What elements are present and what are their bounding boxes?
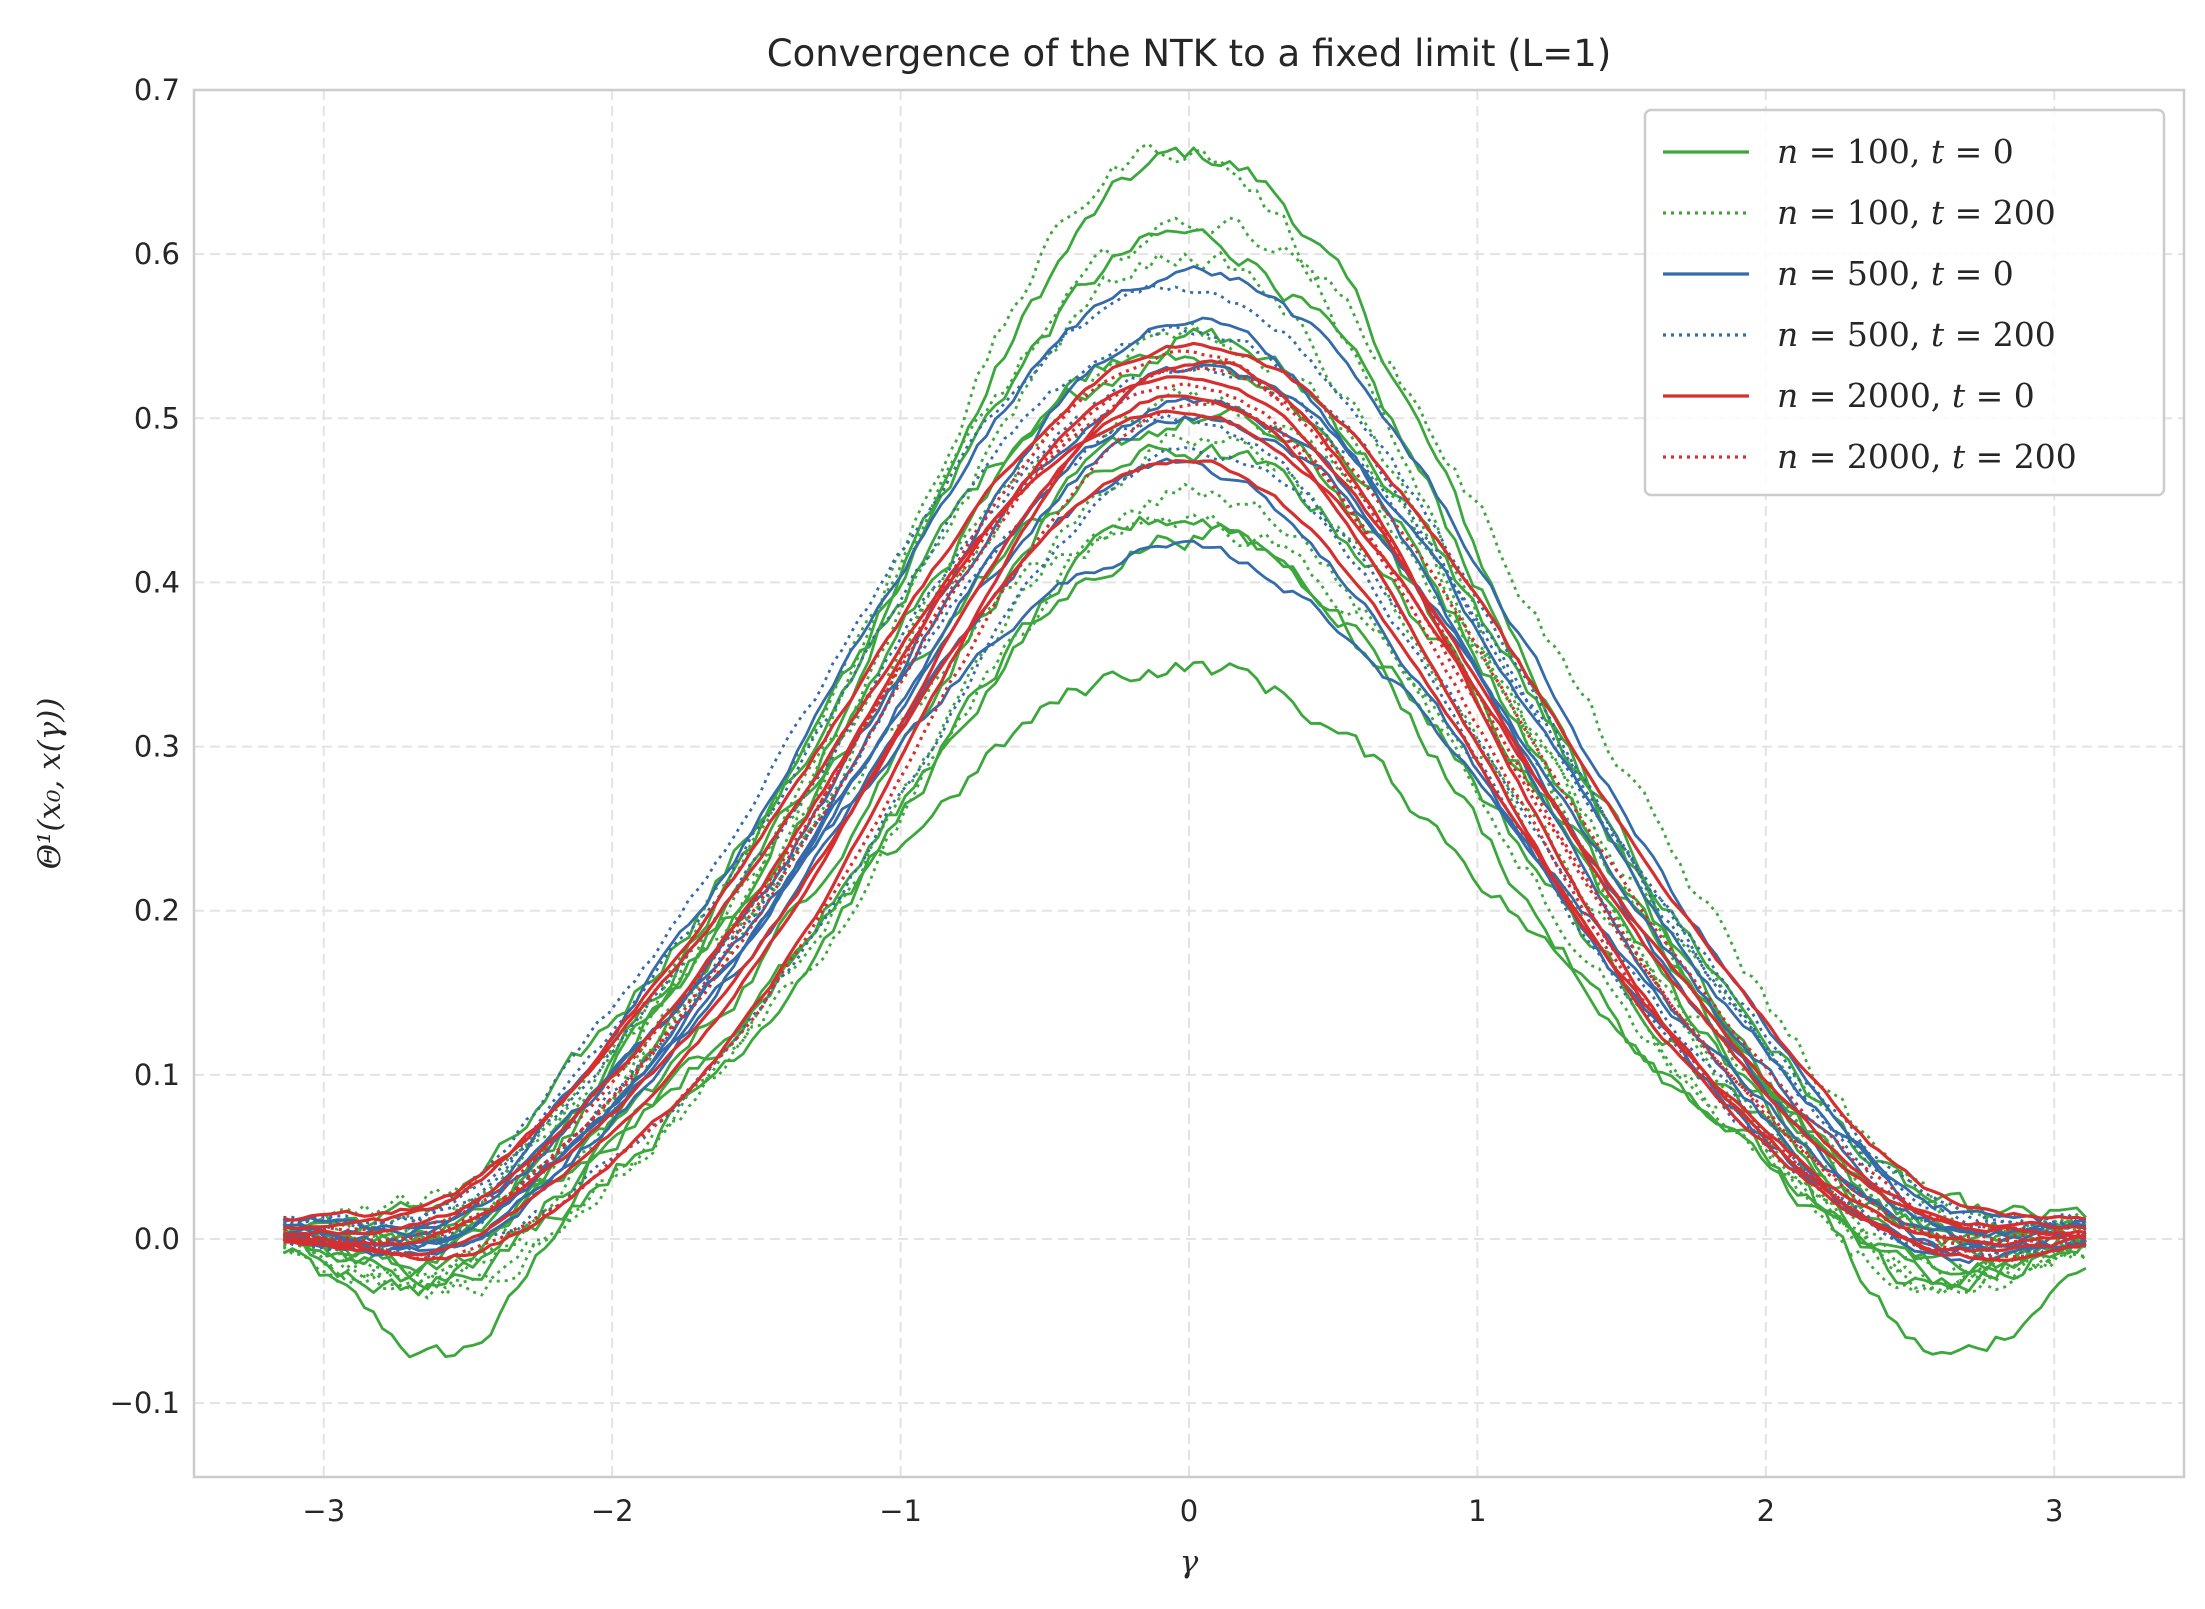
series-line (282, 325, 2087, 1232)
series-lines (282, 142, 2088, 1359)
series-line (282, 321, 2088, 1252)
series-line (282, 327, 2087, 1232)
series-line (283, 375, 2087, 1237)
legend-label: n = 100, t = 200 (1777, 193, 2056, 232)
y-tick-label: 0.7 (134, 73, 180, 107)
x-tick-label: 1 (1468, 1494, 1486, 1528)
x-tick-label: −2 (591, 1494, 634, 1528)
legend-label: n = 2000, t = 0 (1777, 376, 2035, 415)
plot-frame (192, 88, 2186, 1479)
x-tick-label: −3 (302, 1494, 345, 1528)
series-line (283, 394, 2087, 1257)
legend-label: n = 500, t = 200 (1777, 315, 2056, 354)
series-line (283, 364, 2087, 1230)
x-tick-label: 2 (1757, 1494, 1775, 1528)
y-tick-label: 0.3 (134, 730, 180, 764)
series-line (282, 660, 2087, 1297)
series-line (282, 513, 2087, 1252)
series-line (282, 413, 2086, 1258)
tick-labels: −3 −2 −1 0 1 2 3 −0.1 0.0 0.1 0.2 0.3 0.4 0.5 0.6 0.7 (110, 73, 2064, 1528)
y-tick-label: 0.1 (134, 1058, 180, 1092)
x-tick-label: −1 (879, 1494, 922, 1528)
series-line (283, 482, 2087, 1300)
series-line (282, 446, 2087, 1259)
series-line (283, 382, 2086, 1243)
series-line (282, 316, 2087, 1265)
y-tick-label: 0.4 (134, 565, 180, 599)
series-line (282, 515, 2088, 1291)
x-axis-label: γ (1180, 1544, 1199, 1580)
x-tick-label: 0 (1180, 1494, 1198, 1528)
series-line (283, 142, 2087, 1294)
x-tick-label: 3 (2045, 1494, 2063, 1528)
series-line (283, 400, 2087, 1261)
legend: n = 100, t = 0 n = 100, t = 200 n = 500, t… (1643, 108, 2166, 497)
legend-box (1643, 108, 2166, 497)
series-line (283, 459, 2087, 1247)
series-line (282, 216, 2087, 1240)
series-line (283, 359, 2087, 1262)
y-tick-label: 0.2 (134, 894, 180, 928)
y-tick-label: 0.5 (134, 401, 180, 435)
y-tick-label: 0.0 (134, 1222, 180, 1256)
y-tick-label: −0.1 (110, 1386, 180, 1420)
chart-title: Convergence of the NTK to a fixed limit … (767, 32, 1612, 75)
y-tick-label: 0.6 (134, 237, 180, 271)
series-line (282, 432, 2087, 1290)
series-line (282, 283, 2087, 1229)
legend-label: n = 100, t = 0 (1777, 132, 2014, 171)
series-line (283, 366, 2086, 1235)
legend-label: n = 2000, t = 200 (1777, 437, 2077, 476)
legend-label: n = 500, t = 0 (1777, 254, 2014, 293)
series-line (282, 251, 2087, 1292)
series-line (283, 409, 2087, 1230)
y-axis-label: Θ¹(x₀, x(γ)) (32, 698, 68, 870)
